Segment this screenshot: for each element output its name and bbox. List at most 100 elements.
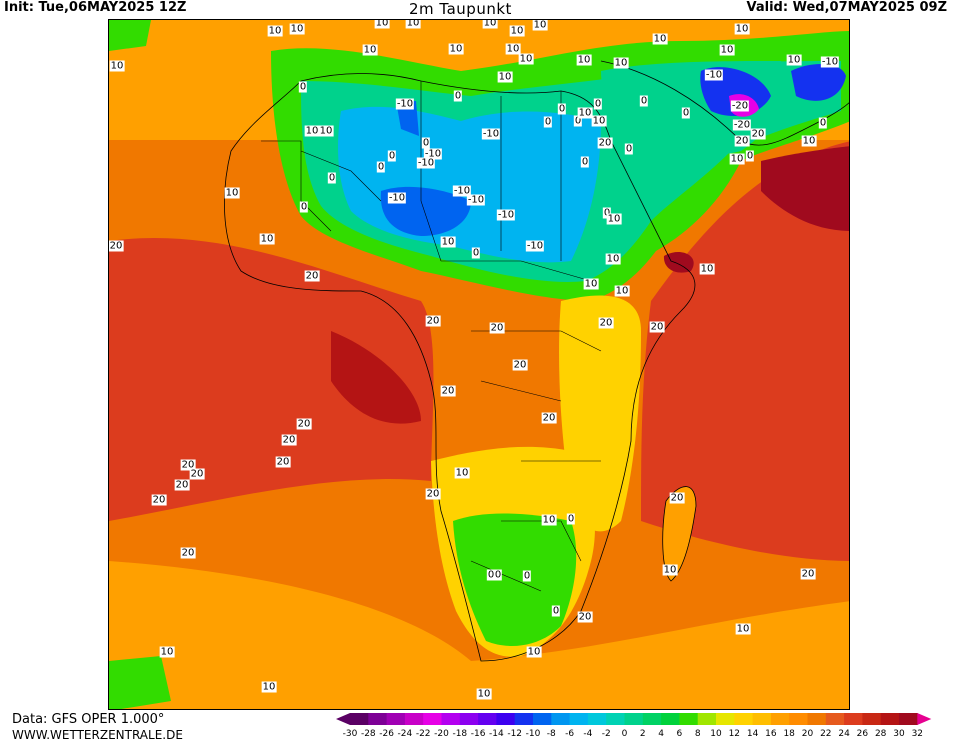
contour-label: 10 <box>497 71 513 83</box>
contour-label: 0 <box>681 107 691 119</box>
scale-swatch <box>899 713 918 725</box>
contour-label: 0 <box>486 569 496 581</box>
scale-tick-label: 16 <box>765 729 777 739</box>
contour-label: 20 <box>151 494 167 506</box>
scale-tick-label: 0 <box>621 729 628 739</box>
contour-label: 20 <box>512 359 528 371</box>
scale-tick-label: -30 <box>342 729 358 739</box>
contour-label: -10 <box>481 128 501 140</box>
scale-tick-label: 22 <box>820 729 832 739</box>
contour-label: 20 <box>174 479 190 491</box>
contour-label: 10 <box>454 467 470 479</box>
contour-label: 0 <box>522 570 532 582</box>
contour-label: 10 <box>614 285 630 297</box>
contour-label: 0 <box>299 201 309 213</box>
contour-label: 10 <box>405 19 421 29</box>
contour-label: 10 <box>448 43 464 55</box>
contour-label: 10 <box>532 19 548 31</box>
scale-swatch <box>514 713 534 725</box>
color-scale-legend: -30 -28 -26 -24 -22 -20 -18 -16 -14 -12 -10 -8 -6 -4-… <box>336 712 956 740</box>
contour-label: 20 <box>109 240 124 252</box>
contour-label: 20 <box>189 468 205 480</box>
scale-tick-label: 14 <box>746 729 759 739</box>
scale-swatch <box>386 713 406 725</box>
contour-label: 0 <box>573 115 583 127</box>
contour-label: 10 <box>374 19 390 29</box>
scale-tick-label: 26 <box>856 729 869 739</box>
contour-label: 20 <box>734 135 750 147</box>
contour-label: 10 <box>729 153 745 165</box>
contour-label: 10 <box>304 125 320 137</box>
scale-tick-label: -14 <box>489 729 504 739</box>
contour-label: 10 <box>541 514 557 526</box>
website-url: WWW.WETTERZENTRALE.DE <box>12 728 183 742</box>
field-south <box>109 561 849 709</box>
contour-label: 10 <box>440 236 456 248</box>
scale-swatch <box>807 713 827 725</box>
contour-label: 20 <box>180 547 196 559</box>
africa-coastline <box>224 73 696 662</box>
contour-label: 20 <box>275 456 291 468</box>
scale-swatch <box>459 713 479 725</box>
scale-swatch <box>770 713 790 725</box>
contour-label: 0 <box>421 137 431 149</box>
scale-swatch <box>496 713 516 725</box>
contour-label: 10 <box>605 253 621 265</box>
contour-label: 10 <box>652 33 668 45</box>
contour-label: 0 <box>471 247 481 259</box>
contour-label: 20 <box>597 137 613 149</box>
contour-label: 10 <box>159 646 175 658</box>
contour-label: -20 <box>732 119 752 131</box>
scale-tick-label: -6 <box>565 729 575 739</box>
data-source: Data: GFS OPER 1.000° <box>12 712 165 727</box>
contour-label: 10 <box>734 23 750 35</box>
field-nw-corner <box>109 20 151 51</box>
contour-label: -10 <box>423 148 443 160</box>
contour-label: -10 <box>496 209 516 221</box>
contour-label: 10 <box>509 25 525 37</box>
init-time: Init: Tue,06MAY2025 12Z <box>4 0 187 15</box>
contour-label: 20 <box>425 488 441 500</box>
contour-label: 10 <box>699 263 715 275</box>
scale-swatch <box>679 713 699 725</box>
scale-tick-label: 10 <box>710 729 722 739</box>
contour-label: 0 <box>602 207 612 219</box>
contour-label: 20 <box>489 322 505 334</box>
contour-label: 0 <box>298 81 308 93</box>
field-gulf-guinea <box>331 331 421 424</box>
contour-label: 0 <box>493 569 503 581</box>
contour-label: 0 <box>551 605 561 617</box>
contour-label: 0 <box>593 98 603 110</box>
field-sw-corner <box>109 656 171 709</box>
contour-label: 10 <box>591 115 607 127</box>
scale-tick-label: 18 <box>783 729 795 739</box>
scale-tick-label: -4 <box>583 729 593 739</box>
scale-tick-label: -2 <box>601 729 611 739</box>
scale-tick-label: 8 <box>694 729 701 739</box>
contour-label: -10 <box>452 185 472 197</box>
scale-tick-label: -12 <box>507 729 523 739</box>
field-iran-core <box>791 64 846 101</box>
scale-swatch <box>350 713 369 725</box>
contour-label: 10 <box>224 187 240 199</box>
contour-label: 0 <box>818 117 828 129</box>
contour-label: 10 <box>735 623 751 635</box>
scale-swatch <box>587 713 607 725</box>
contour-label: 20 <box>750 128 766 140</box>
contour-label: -10 <box>416 157 436 169</box>
scale-swatch <box>825 713 845 725</box>
contour-label: 0 <box>376 161 386 173</box>
scale-swatch <box>569 713 589 725</box>
contour-label: 10 <box>362 44 378 56</box>
scale-tick-label: 6 <box>676 729 683 739</box>
scale-swatch <box>533 713 552 725</box>
contour-label: 20 <box>541 412 557 424</box>
contour-label: 10 <box>476 688 492 700</box>
scale-swatch <box>606 713 625 725</box>
contour-label: 10 <box>577 107 593 119</box>
contour-label: -20 <box>730 100 750 112</box>
scale-swatch <box>551 713 571 725</box>
scale-tick-label: -18 <box>452 729 468 739</box>
scale-swatch <box>844 713 863 725</box>
scale-tick-label: -26 <box>379 729 394 739</box>
